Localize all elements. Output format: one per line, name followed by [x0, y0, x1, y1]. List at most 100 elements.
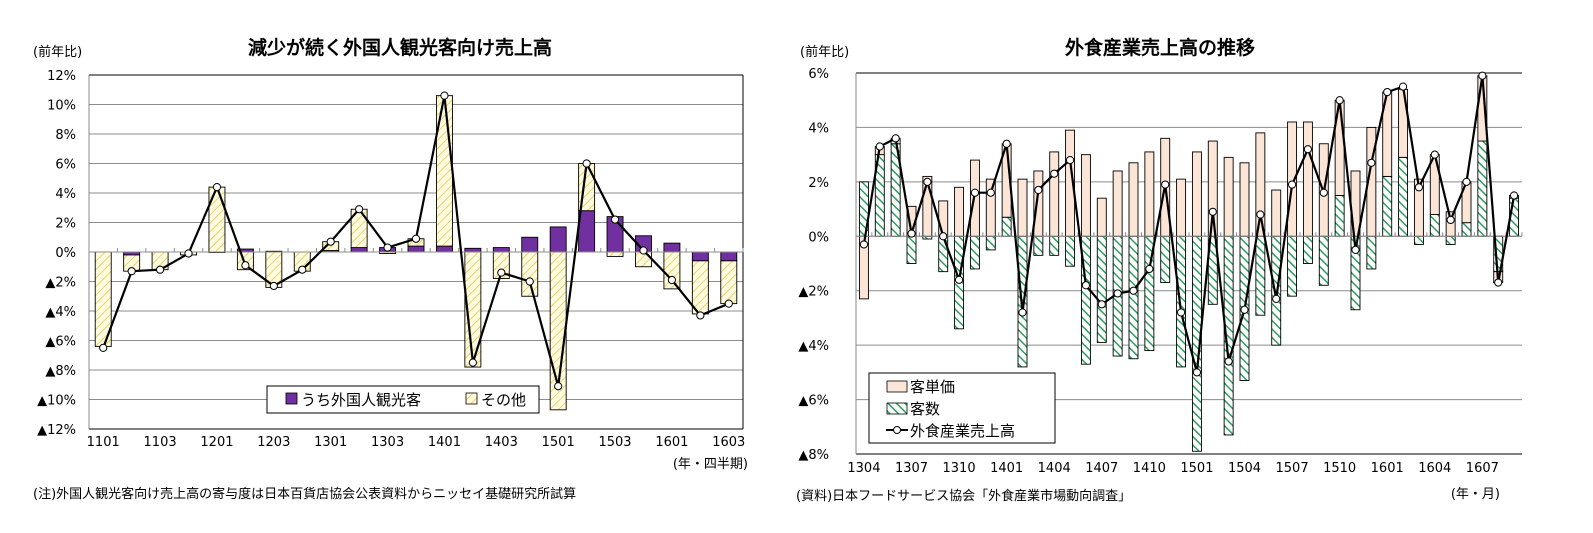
line-point	[1050, 169, 1059, 178]
bar-series1	[720, 251, 738, 262]
line-point	[1383, 87, 1392, 97]
bar-series2	[1144, 151, 1155, 237]
bar-series1	[1302, 235, 1313, 264]
line-point	[1446, 215, 1455, 225]
bar-series2	[1176, 178, 1187, 237]
line-point	[875, 142, 884, 151]
line-point	[1176, 308, 1186, 317]
x-tick-label: 1301	[314, 435, 347, 450]
x-tick-label: 1607	[1466, 461, 1499, 476]
bar-series2	[1096, 197, 1107, 237]
line-point	[1287, 180, 1297, 189]
bar-series1	[1366, 235, 1377, 270]
bar-series1	[464, 247, 482, 253]
line-point	[1002, 139, 1011, 148]
line-point	[1145, 264, 1154, 274]
bar-series2	[691, 260, 709, 315]
y-axis-label: (前年比)	[33, 44, 82, 60]
plot-area: 12% 10% 8% 6% 4% 2% 0% ▲2% ▲4% ▲6% ▲8% ▲10% ▲12% 1101…	[37, 69, 745, 450]
line-point	[1367, 158, 1376, 167]
bar-series1	[691, 251, 709, 262]
y-tick-label: ▲10%	[37, 394, 76, 409]
x-tick-label: 1401	[990, 461, 1023, 476]
bar-series2	[1223, 156, 1234, 237]
x-tick-label: 1203	[257, 435, 290, 450]
y-tick-label: 0%	[808, 230, 829, 245]
legend-marker-sales	[893, 426, 901, 434]
line-point	[1462, 177, 1471, 186]
chart-note: (資料)日本フードサービス協会「外食産業市場動向調査」	[796, 488, 1131, 504]
bar-series2	[1128, 162, 1139, 237]
line-point	[859, 240, 869, 249]
legend-swatch-foreign	[285, 392, 298, 405]
x-tick-label: 1410	[1133, 461, 1166, 476]
line-point	[724, 299, 733, 308]
bar-series1	[1176, 235, 1187, 368]
y-tick-label: ▲2%	[45, 276, 76, 291]
bar-series2	[1239, 162, 1250, 237]
legend-label-foreign: うち外国人観光客	[301, 391, 421, 409]
line-point	[326, 237, 335, 246]
line-point	[582, 159, 591, 168]
bar-series1	[1398, 156, 1409, 237]
line-point	[954, 275, 964, 284]
line-point	[1351, 245, 1360, 254]
bar-series2	[1271, 189, 1282, 237]
bar-series2	[1080, 154, 1091, 237]
line-point	[212, 183, 222, 192]
x-tick-label: 1403	[485, 435, 518, 450]
line-point	[1113, 289, 1122, 298]
legend-label-unit-price: 客単価	[910, 378, 955, 396]
line-point	[1303, 145, 1313, 154]
x-tick-label: 1201	[200, 435, 233, 450]
bar-series1	[663, 242, 681, 253]
line-point	[1335, 96, 1344, 105]
legend-label-customers: 客数	[910, 400, 940, 418]
bar-series2	[1302, 121, 1313, 237]
line-point	[1034, 185, 1043, 195]
bar-series1	[1461, 222, 1472, 237]
line-point	[554, 382, 563, 391]
x-tick-label: 1304	[847, 461, 880, 476]
bar-series2	[1017, 178, 1028, 237]
bar-series2	[606, 251, 624, 257]
line-point	[1081, 281, 1091, 290]
line-point	[155, 265, 165, 274]
y-tick-label: 0%	[55, 246, 76, 261]
x-tick-label: 1303	[371, 435, 404, 450]
line-point	[696, 311, 705, 320]
x-tick-label: 1604	[1418, 461, 1451, 476]
line-point	[241, 261, 250, 270]
bar-series1	[1255, 235, 1266, 316]
line-point	[1430, 150, 1439, 159]
bar-series2	[208, 186, 226, 253]
bar-series1	[435, 245, 453, 253]
y-tick-label: ▲12%	[37, 423, 76, 438]
line-point	[1414, 183, 1424, 192]
line-point	[1208, 207, 1217, 216]
x-tick-label: 1101	[87, 435, 120, 450]
bar-series1	[578, 210, 596, 253]
line-point	[440, 91, 449, 100]
legend-swatch-customers	[886, 402, 908, 415]
line-point	[497, 268, 506, 277]
line-point	[184, 249, 193, 258]
x-tick-label: 1501	[542, 435, 575, 450]
line-point	[1161, 180, 1170, 189]
bar-series1	[938, 235, 949, 273]
bar-series1	[1001, 216, 1012, 237]
legend-swatch-other	[465, 392, 478, 405]
x-tick-label: 1401	[428, 435, 461, 450]
bar-series1	[1318, 235, 1329, 286]
x-axis-label: (年・月)	[1451, 487, 1500, 502]
x-tick-label: 1503	[598, 435, 631, 450]
x-tick-label: 1407	[1085, 461, 1118, 476]
line-point	[1398, 82, 1408, 91]
y-tick-label: ▲2%	[798, 285, 829, 300]
bar-series1	[1382, 175, 1393, 237]
bar-series1	[1271, 235, 1282, 346]
legend-swatch-unit-price	[886, 380, 908, 393]
y-tick-label: ▲8%	[45, 364, 76, 379]
x-tick-label: 1504	[1228, 461, 1261, 476]
bar-series2	[521, 251, 539, 297]
